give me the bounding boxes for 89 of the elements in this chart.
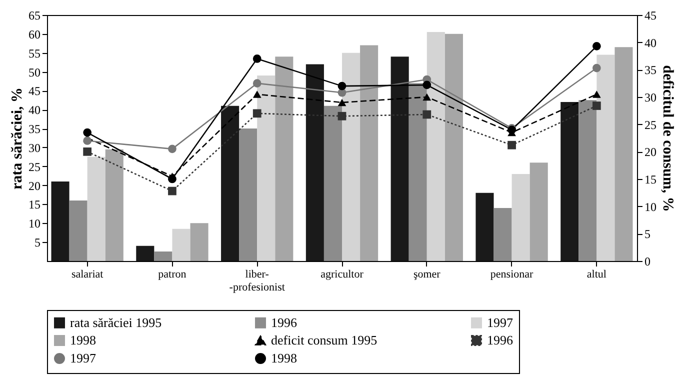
point — [252, 79, 262, 88]
x-tick-label: şomer — [413, 268, 441, 280]
y2-tick-label: 5 — [644, 227, 650, 242]
x-tick-label: patron — [158, 268, 187, 280]
bar — [476, 192, 494, 261]
legend-label: 1998 — [70, 332, 96, 348]
point — [592, 42, 601, 50]
y2-tick-label: 45 — [644, 8, 656, 22]
y-tick-label: 25 — [28, 160, 40, 174]
point — [592, 90, 601, 98]
y-tick-label: 30 — [28, 140, 40, 155]
bar — [578, 100, 597, 261]
bar — [257, 76, 276, 261]
x-tick-label: liber- -profesionist — [229, 268, 285, 294]
bar — [408, 83, 427, 261]
point — [168, 144, 176, 154]
x-tick-label: altul — [586, 268, 606, 280]
y-tick-label: 40 — [28, 103, 40, 118]
y2-tick-label: 15 — [644, 172, 656, 186]
y-tick-label: 5 — [34, 236, 40, 250]
legend-label: 1996 — [271, 314, 298, 330]
point — [83, 147, 92, 156]
point — [422, 93, 432, 101]
y-tick-label: 60 — [28, 27, 40, 42]
bar — [306, 64, 324, 261]
legend-label: 1997 — [70, 350, 96, 366]
bar — [105, 149, 124, 261]
point — [422, 110, 432, 119]
y2-tick-label: 25 — [644, 118, 656, 132]
y-tick-label: 55 — [28, 46, 40, 60]
y-tick-label: 15 — [28, 198, 40, 212]
bar — [172, 228, 190, 261]
y-axis-title: rata sărăciei, % — [10, 87, 26, 190]
point — [168, 174, 176, 184]
y2-tick-label: 40 — [644, 36, 656, 50]
point — [168, 186, 176, 196]
point — [422, 80, 432, 90]
point — [83, 136, 92, 145]
bar — [426, 32, 445, 261]
x-tick-label: salariat — [71, 268, 104, 280]
bar — [51, 182, 70, 261]
bar — [494, 208, 512, 261]
bar — [239, 128, 258, 261]
point — [592, 102, 601, 110]
bar — [390, 56, 409, 261]
bar — [275, 56, 294, 261]
x-tick-label: agricultor — [320, 268, 364, 280]
y-tick-label: 35 — [28, 122, 40, 136]
point — [508, 140, 516, 150]
legend-label: deficit consum 1995 — [271, 332, 378, 348]
legend-label: 1996 — [487, 332, 514, 348]
bar — [154, 252, 172, 261]
bar — [560, 102, 579, 261]
y-tick-label: 50 — [28, 65, 40, 80]
bar — [530, 162, 548, 261]
point — [338, 82, 346, 90]
bar — [596, 54, 615, 261]
point — [252, 90, 262, 98]
y2-tick-label: 30 — [644, 90, 656, 104]
y2-tick-label: 0 — [644, 254, 650, 268]
point — [592, 64, 601, 72]
bar — [190, 223, 208, 261]
bar — [324, 106, 342, 261]
y2-axis-title: deficitul de consum, % — [660, 65, 676, 212]
x-tick-label: pensionar — [490, 268, 534, 280]
y-tick-label: 20 — [28, 178, 40, 193]
y-tick-label: 65 — [28, 8, 40, 22]
bar — [614, 47, 633, 261]
legend-label: 1998 — [271, 350, 297, 366]
y-tick-label: 45 — [28, 84, 40, 98]
legend-label: 1997 — [487, 314, 514, 330]
bar — [69, 200, 88, 261]
bar — [136, 246, 154, 261]
y2-tick-label: 35 — [644, 63, 656, 78]
y-tick-label: 10 — [28, 216, 40, 231]
bar — [512, 174, 530, 261]
y2-tick-label: 20 — [644, 145, 656, 160]
legend-label: rata sărăciei 1995 — [70, 314, 162, 330]
bar — [342, 52, 360, 261]
bar — [444, 34, 463, 261]
point — [338, 112, 346, 120]
point — [83, 128, 92, 137]
bar — [221, 106, 240, 261]
point — [252, 54, 262, 63]
point — [338, 98, 346, 106]
bar — [87, 156, 106, 261]
point — [252, 109, 262, 118]
y2-tick-label: 10 — [644, 200, 656, 214]
bar — [360, 45, 378, 261]
